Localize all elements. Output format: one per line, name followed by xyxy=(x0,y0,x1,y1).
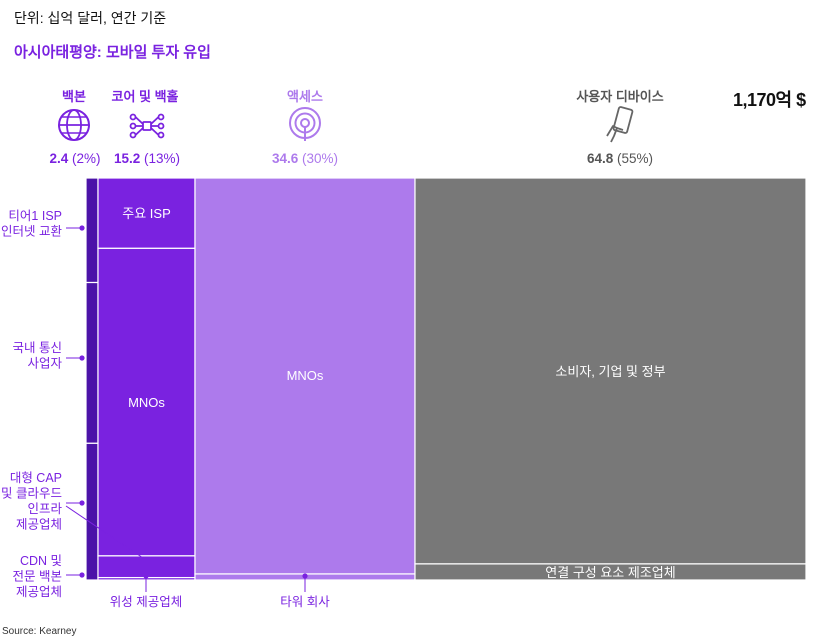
block-label-major-isp: 주요 ISP xyxy=(122,206,171,221)
left-label-line: 티어1 ISP xyxy=(8,209,62,223)
segment-name-core: 코어 및 백홀 xyxy=(111,89,179,104)
leader-dot xyxy=(79,225,85,231)
block-label-core-mnos: MNOs xyxy=(128,395,165,410)
leader-dot xyxy=(143,573,149,579)
total-value: 1,170억 $ xyxy=(733,90,806,110)
segment-value-access: 34.6 (30%) xyxy=(260,151,350,166)
mekko-block xyxy=(85,177,99,284)
block-label-components: 연결 구성 요소 제조업체 xyxy=(545,565,675,580)
leader-line xyxy=(65,505,147,561)
globe-icon xyxy=(58,109,90,141)
segment-value-pct: (30%) xyxy=(302,151,339,166)
segment-value-number: 15.2 xyxy=(113,151,141,166)
antenna-icon xyxy=(289,107,321,141)
segment-value-pct: (55%) xyxy=(617,151,654,166)
segment-value-backbone: 2.4 (2%) xyxy=(40,151,110,166)
mekko-block xyxy=(85,442,99,581)
segment-value-core: 15.2 (13%) xyxy=(102,151,192,166)
left-label-line: 사업자 xyxy=(27,357,62,371)
mekko-block xyxy=(414,563,807,581)
segment-name-access: 액세스 xyxy=(287,89,323,104)
units-note: 단위: 십억 달러, 연간 기준 xyxy=(14,10,167,26)
phone-hand-icon xyxy=(606,106,634,143)
leader-dot xyxy=(79,355,85,361)
left-label-line: 및 클라우드 xyxy=(1,487,62,501)
left-label-line: 전문 백본 xyxy=(13,570,62,584)
block-label-consumers: 소비자, 기업 및 정부 xyxy=(555,364,665,379)
segment-name-backbone: 백본 xyxy=(62,89,86,104)
segment-value-pct: (13%) xyxy=(144,151,181,166)
source-note: Source: Kearney xyxy=(2,626,77,637)
chart-title: 아시아태평양: 모바일 투자 유입 xyxy=(14,44,211,61)
segment-value-number: 34.6 xyxy=(271,151,299,166)
network-icon xyxy=(129,113,165,139)
mekko-block xyxy=(194,177,416,575)
leader-dot xyxy=(79,500,85,506)
mekko-block xyxy=(414,177,807,565)
left-label-line: 인터넷 교환 xyxy=(1,225,62,239)
left-label-line: 제공업체 xyxy=(16,585,62,599)
leader-dot xyxy=(143,557,149,563)
mekko-block xyxy=(97,177,196,249)
left-label-line: 국내 통신 xyxy=(13,341,62,355)
bottom-label-tower: 타워 회사 xyxy=(280,595,330,609)
left-label-line: 제공업체 xyxy=(16,518,62,532)
bottom-label-satellite: 위성 제공업체 xyxy=(110,595,182,609)
left-label-line: 인프라 xyxy=(27,502,62,516)
segment-value-pct: (2%) xyxy=(72,151,101,166)
leader-dot xyxy=(302,573,308,579)
block-label-access-mnos: MNOs xyxy=(287,368,324,383)
left-label-line: 대형 CAP xyxy=(10,471,62,485)
left-label-line: CDN 및 xyxy=(20,554,62,568)
segment-name-devices: 사용자 디바이스 xyxy=(576,89,664,104)
segment-value-number: 2.4 xyxy=(49,151,69,166)
mekko-block xyxy=(97,247,196,557)
segment-value-number: 64.8 xyxy=(586,151,614,166)
mekko-block xyxy=(85,281,99,444)
segment-value-devices: 64.8 (55%) xyxy=(572,151,668,166)
leader-dot xyxy=(79,572,85,578)
